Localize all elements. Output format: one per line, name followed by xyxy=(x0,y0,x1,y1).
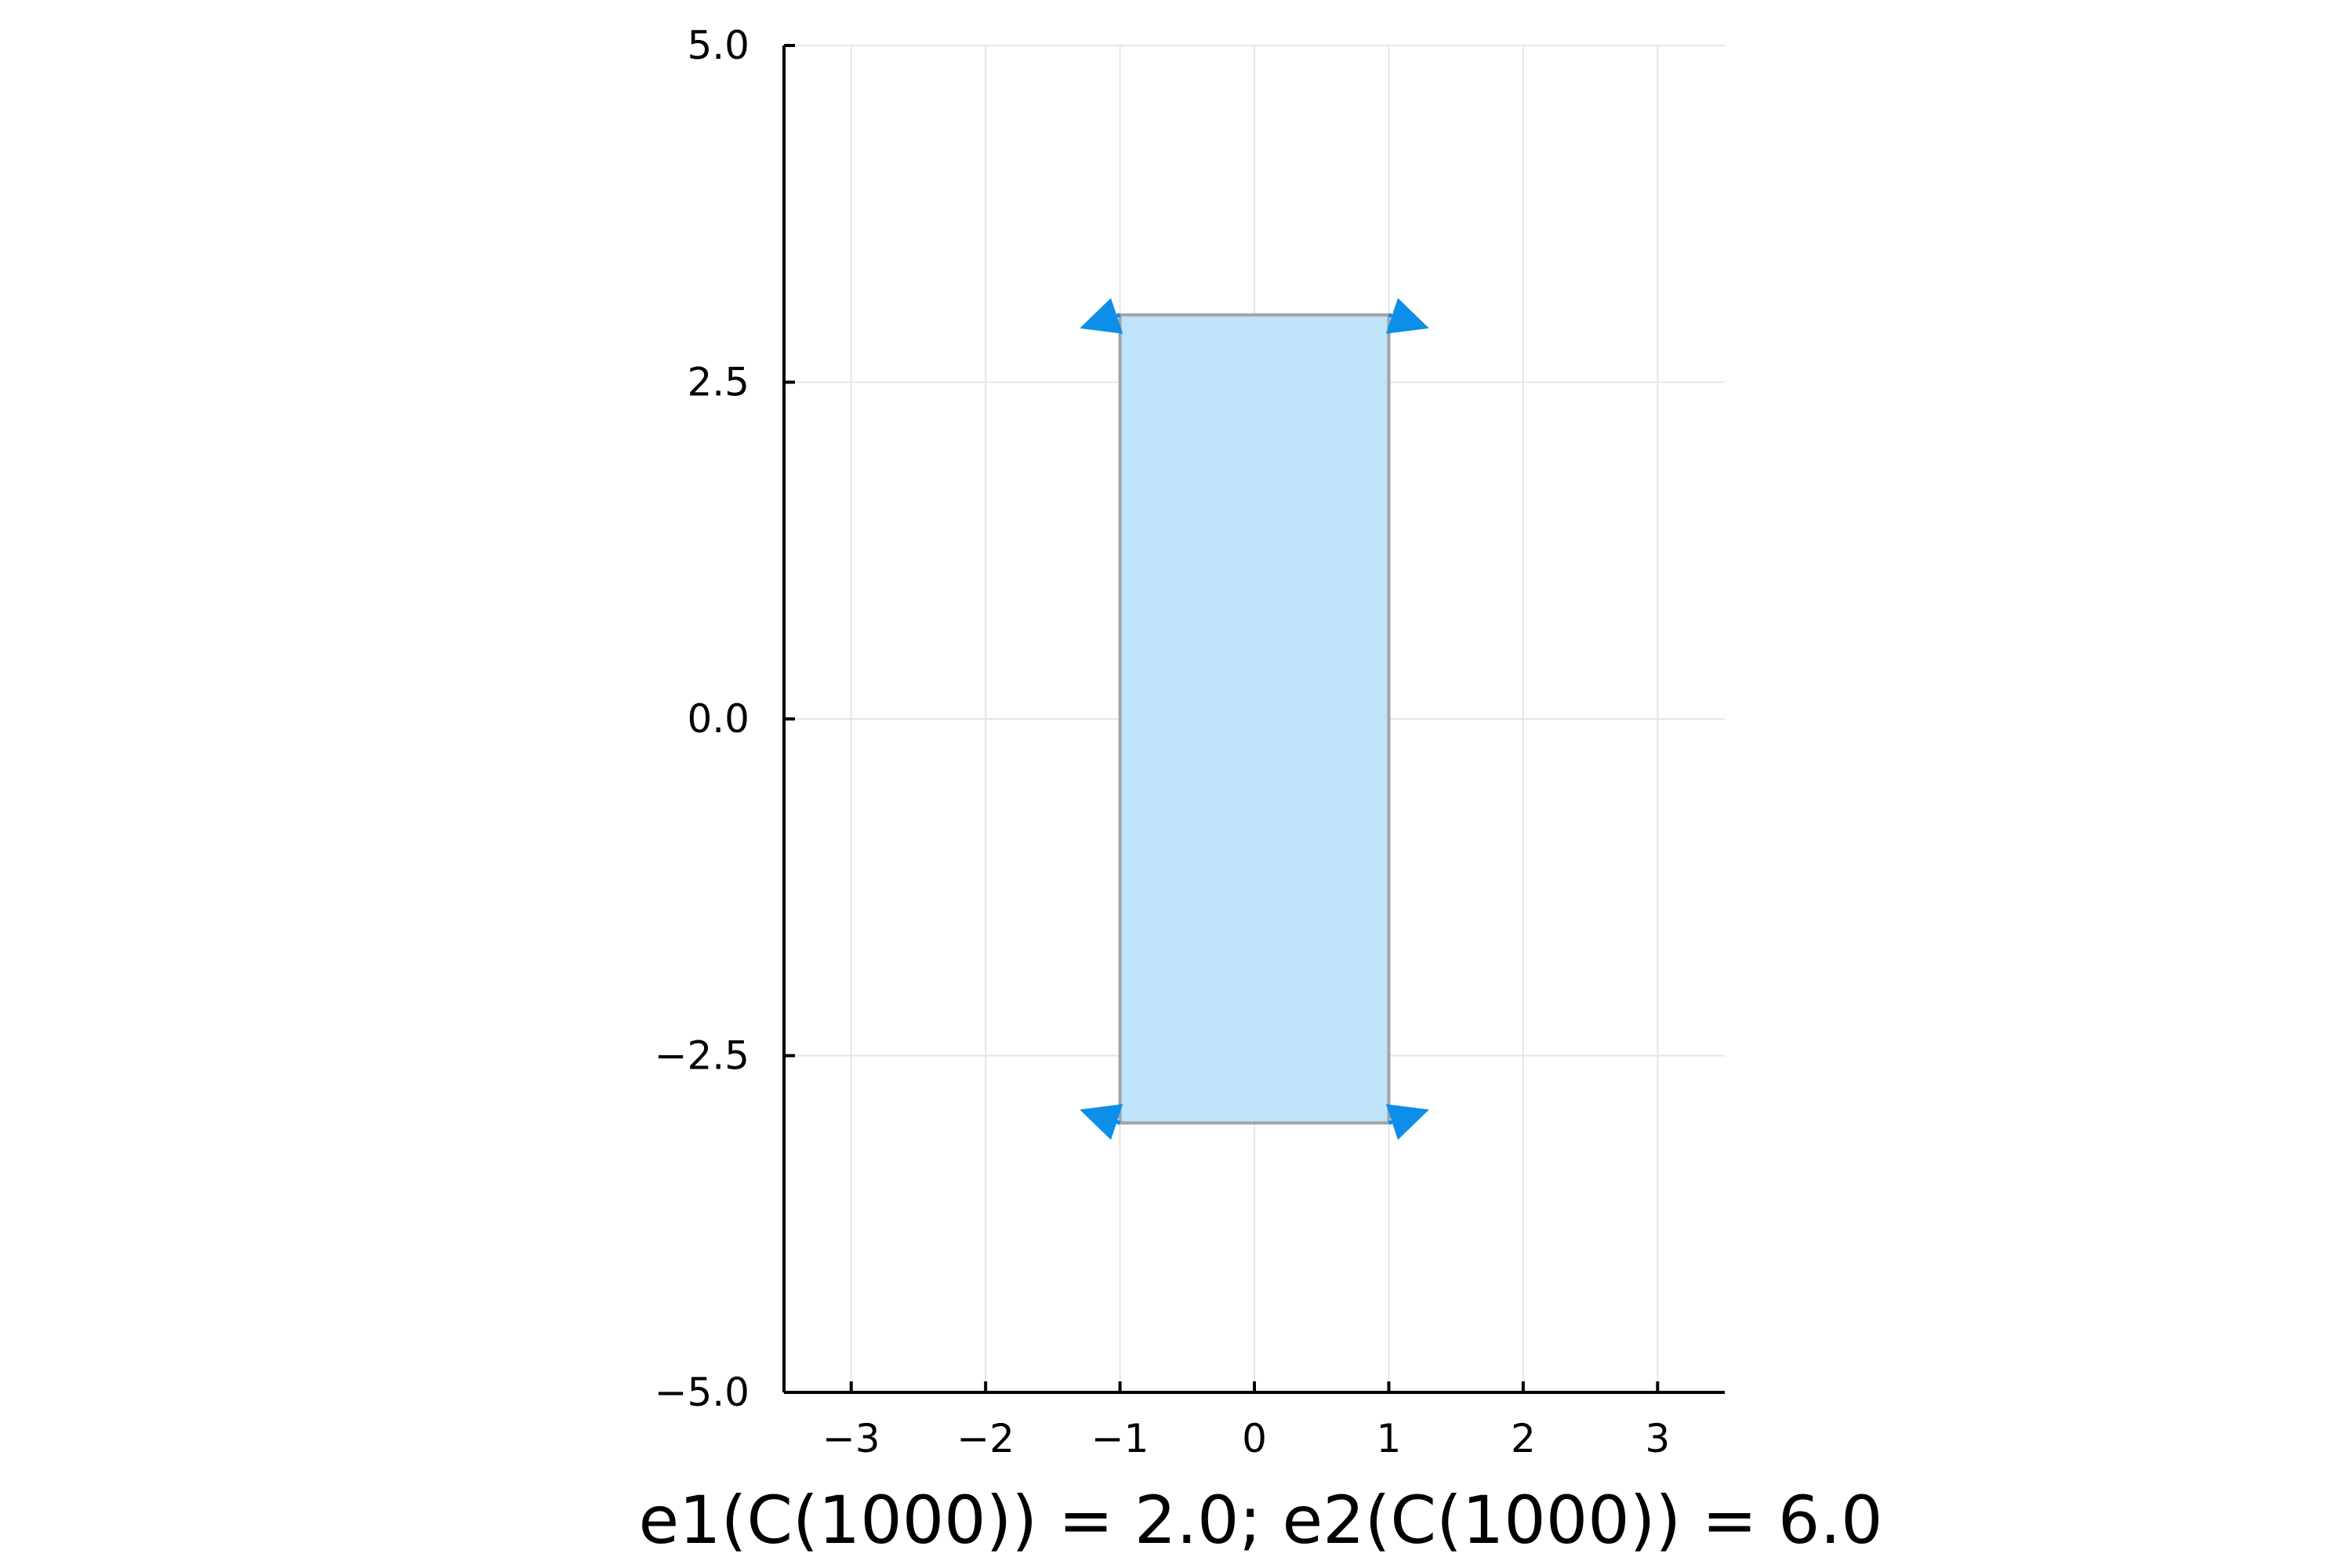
x-tick-label: 1 xyxy=(1377,1416,1402,1461)
y-tick-label: 5.0 xyxy=(687,23,750,68)
x-tick-label: 2 xyxy=(1511,1416,1536,1461)
arrow-mark xyxy=(1080,1104,1123,1140)
arrow-mark xyxy=(1080,298,1123,334)
x-tick-label: −2 xyxy=(956,1416,1014,1461)
x-axis-label: e1(C(1000)) = 2.0; e2(C(1000)) = 6.0 xyxy=(638,1482,1882,1559)
tick-group: −3 −2 −1 0 1 2 3 −5.0 −2.5 0.0 2.5 5.0 xyxy=(655,23,1671,1461)
plot-area xyxy=(1118,313,1391,1125)
y-tick-label: −2.5 xyxy=(655,1033,750,1079)
arrow-group xyxy=(1080,298,1429,1140)
y-tick-label: 0.0 xyxy=(687,696,750,742)
y-tick-label: −5.0 xyxy=(655,1370,750,1415)
y-tick-label: 2.5 xyxy=(687,360,750,405)
x-tick-label: −1 xyxy=(1091,1416,1149,1461)
rectangle-shape xyxy=(1118,313,1391,1125)
x-tick-label: 3 xyxy=(1645,1416,1670,1461)
arrow-mark xyxy=(1385,1104,1429,1140)
arrow-mark xyxy=(1385,298,1429,334)
x-tick-label: 0 xyxy=(1242,1416,1267,1461)
x-tick-label: −3 xyxy=(822,1416,880,1461)
